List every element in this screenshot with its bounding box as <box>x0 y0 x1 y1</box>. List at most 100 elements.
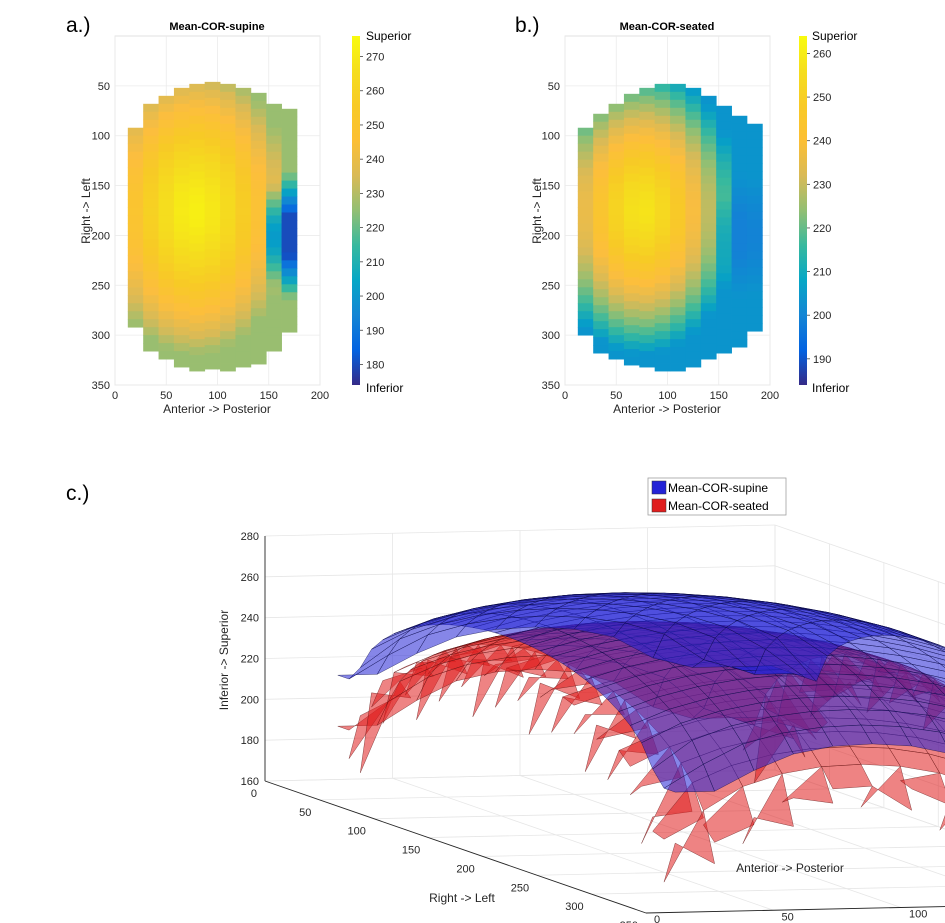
heatmap-cell <box>266 207 282 216</box>
heatmap-cell <box>250 316 267 325</box>
heatmap-cell <box>235 215 252 224</box>
heatmap-cell <box>670 235 686 244</box>
supine-surface-patch <box>933 683 945 696</box>
heatmap-cell <box>623 309 640 318</box>
heatmap-cell <box>654 171 671 180</box>
heatmap-cell <box>731 243 748 252</box>
heatmap-cell <box>685 167 702 176</box>
heatmap-cell <box>204 361 221 370</box>
heatmap-cell <box>608 183 625 192</box>
y-tick-label: 200 <box>542 230 560 242</box>
heatmap-cell <box>266 287 282 296</box>
heatmap-cell <box>220 299 236 308</box>
heatmap-cell <box>127 247 144 256</box>
heatmap-cell <box>173 135 190 145</box>
heatmap-cell <box>266 335 282 344</box>
heatmap-cell <box>685 263 702 272</box>
heatmap-cell <box>670 139 686 149</box>
heatmap-cell <box>204 129 221 139</box>
heatmap-cell <box>220 211 236 220</box>
heatmap-cell <box>746 131 763 141</box>
heatmap-cell <box>716 177 732 186</box>
heatmap-cell <box>250 100 267 110</box>
z-tick-label: 240 <box>241 613 259 625</box>
heatmap-cell <box>204 241 221 250</box>
heatmap-cell <box>235 263 252 272</box>
colorbar-tick-label: 240 <box>813 136 831 148</box>
heatmap-cell <box>204 121 221 131</box>
heatmap-cell <box>639 271 656 280</box>
heatmap-cell <box>127 295 144 304</box>
heatmap-cell <box>608 127 625 137</box>
heatmap-cell <box>685 127 702 137</box>
heatmap-cell <box>623 197 640 206</box>
heatmap-cell <box>235 223 252 232</box>
heatmap-cell <box>173 335 190 344</box>
heatmap-cell <box>654 291 671 300</box>
heatmap-cell <box>654 307 671 316</box>
panel-c-surfaces <box>337 592 945 883</box>
heatmap-cell <box>700 223 717 232</box>
heatmap-cell <box>173 119 190 129</box>
heatmap-cell <box>143 319 159 328</box>
heatmap-cell <box>639 183 656 192</box>
y-tick-label: 150 <box>92 181 110 193</box>
heatmap-cell <box>281 292 298 301</box>
heatmap-cell <box>235 135 252 145</box>
heatmap-cell <box>266 303 282 312</box>
heatmap-cell <box>593 129 609 139</box>
heatmap-cell <box>189 275 206 284</box>
heatmap-cell <box>654 139 671 149</box>
heatmap-cell <box>700 183 717 192</box>
heatmap-cell <box>700 111 717 121</box>
heatmap-cell <box>670 339 686 348</box>
heatmap-cell <box>143 255 159 264</box>
heatmap-cell <box>731 275 748 284</box>
heatmap-cell <box>670 299 686 308</box>
heatmap-cell <box>158 239 175 248</box>
heatmap-cell <box>654 315 671 324</box>
y-tick-label: 250 <box>92 280 110 292</box>
heatmap-cell <box>220 307 236 316</box>
heatmap-cell <box>639 327 656 336</box>
heatmap-cell <box>143 327 159 336</box>
heatmap-cell <box>143 103 159 113</box>
y-tick-label: 300 <box>92 330 110 342</box>
heatmap-cell <box>173 311 190 320</box>
heatmap-cell <box>189 259 206 268</box>
y-tick-label: 100 <box>542 131 560 143</box>
panel-b-title: Mean-COR-seated <box>620 21 715 33</box>
heatmap-cell <box>593 233 609 242</box>
heatmap-cell <box>127 151 144 161</box>
heatmap-cell <box>189 163 206 173</box>
supine-surface-patch <box>905 688 945 707</box>
heatmap-cell <box>670 323 686 332</box>
heatmap-cell <box>608 351 625 360</box>
heatmap-cell <box>731 131 748 141</box>
heatmap-cell <box>173 327 190 336</box>
heatmap-cell <box>654 235 671 244</box>
heatmap-cell <box>654 147 671 157</box>
heatmap-cell <box>266 343 282 352</box>
heatmap-cell <box>593 289 609 298</box>
grid-line <box>264 565 776 578</box>
heatmap-cell <box>700 103 717 113</box>
heatmap-cell <box>577 255 594 264</box>
heatmap-cell <box>266 111 282 121</box>
heatmap-cell <box>204 281 221 290</box>
heatmap-cell <box>577 311 594 320</box>
heatmap-cell <box>593 137 609 147</box>
heatmap-cell <box>281 324 298 333</box>
heatmap-cell <box>623 205 640 214</box>
heatmap-cell <box>143 335 159 344</box>
heatmap-cell <box>235 103 252 113</box>
heatmap-cell <box>577 207 594 216</box>
heatmap-cell <box>639 215 656 224</box>
grid-line <box>482 846 945 857</box>
heatmap-cell <box>608 103 625 113</box>
heatmap-cell <box>235 279 252 288</box>
heatmap-cell <box>158 159 175 169</box>
heatmap-cell <box>623 301 640 310</box>
heatmap-cell <box>158 215 175 224</box>
heatmap-cell <box>250 172 267 181</box>
